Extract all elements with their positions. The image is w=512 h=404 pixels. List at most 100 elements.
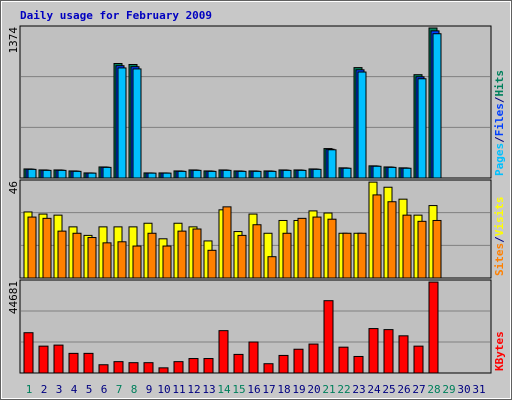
bar [192,228,202,279]
x-tick-label: 14 [217,383,231,396]
x-tick-label: 8 [131,383,138,396]
bar [87,172,97,179]
bar [72,232,82,279]
x-tick-label: 7 [116,383,123,396]
bar [417,220,427,279]
x-tick-label: 4 [71,383,78,396]
x-tick-label: 15 [232,383,245,396]
bar [188,358,199,374]
bar [98,364,109,374]
bar [57,230,67,279]
bar [432,219,442,279]
bar [162,172,172,179]
bar [372,165,382,179]
x-tick-label: 1 [26,383,33,396]
legend: Pages/Files/Hits [493,70,506,176]
x-tick-label: 17 [262,383,275,396]
bar [42,169,52,179]
x-tick-label: 22 [337,383,350,396]
x-tick-label: 11 [172,383,185,396]
bar [222,169,232,179]
legend-separator: / [493,96,506,103]
bar [248,341,259,374]
bar [87,237,97,279]
bar [23,332,34,374]
bar [177,170,187,179]
chart-title: Daily usage for February 2009 [20,9,212,22]
y-tick-label: 1374 [7,27,20,54]
bar [267,256,277,279]
bar [327,218,337,279]
bar [387,166,397,179]
bar [312,168,322,179]
bar [147,172,157,179]
legend-separator: / [493,136,506,143]
bar [132,68,142,179]
legend-entry: Visits [493,197,506,237]
x-tick-label: 20 [307,383,320,396]
bar [263,363,274,374]
bar [428,281,439,374]
bar [83,352,94,374]
bar [312,216,322,279]
bar [42,217,52,279]
bar [38,345,49,374]
bar [128,362,139,374]
bar [143,362,154,374]
bar [203,358,214,374]
bar [327,149,337,179]
legend-entry: Pages [493,143,506,176]
legend-entry: Hits [493,70,506,97]
x-tick-label: 30 [457,383,470,396]
bar [162,245,172,279]
bar [218,330,229,374]
x-tick-label: 16 [247,383,260,396]
bar [132,245,142,279]
bar [372,194,382,279]
bar [293,348,304,374]
legend-entry: Files [493,103,506,136]
legend: KBytes [493,331,506,371]
bar [282,169,292,179]
bar [72,170,82,179]
bar [68,352,79,374]
bar [417,78,427,179]
bar [177,230,187,279]
y-tick-label: 44681 [7,281,20,314]
bar [398,335,409,374]
bar [173,361,184,374]
x-tick-label: 24 [367,383,381,396]
plot-area [19,25,492,179]
bar [357,232,367,279]
bar [147,232,157,279]
bar [113,361,124,374]
bar [297,169,307,179]
x-tick-label: 25 [382,383,395,396]
x-tick-label: 13 [202,383,215,396]
y-tick-label: 46 [7,181,20,194]
bar [27,216,37,279]
bar [413,345,424,374]
bar [383,329,394,374]
x-tick-label: 9 [146,383,153,396]
bar [297,217,307,279]
x-tick-label: 10 [157,383,170,396]
x-tick-label: 23 [352,383,365,396]
bar [57,169,67,179]
bar [207,170,217,179]
bar [192,169,202,179]
bar [353,355,364,374]
bar [233,353,244,374]
legend: Sites/Visits [493,197,506,277]
bar [53,344,64,374]
bar [432,33,442,179]
bar [102,242,112,279]
bar [342,232,352,279]
x-tick-label: 21 [322,383,335,396]
bar [308,343,319,374]
bar [237,170,247,179]
x-tick-label: 27 [412,383,425,396]
bar [357,71,367,179]
bar [27,168,37,179]
